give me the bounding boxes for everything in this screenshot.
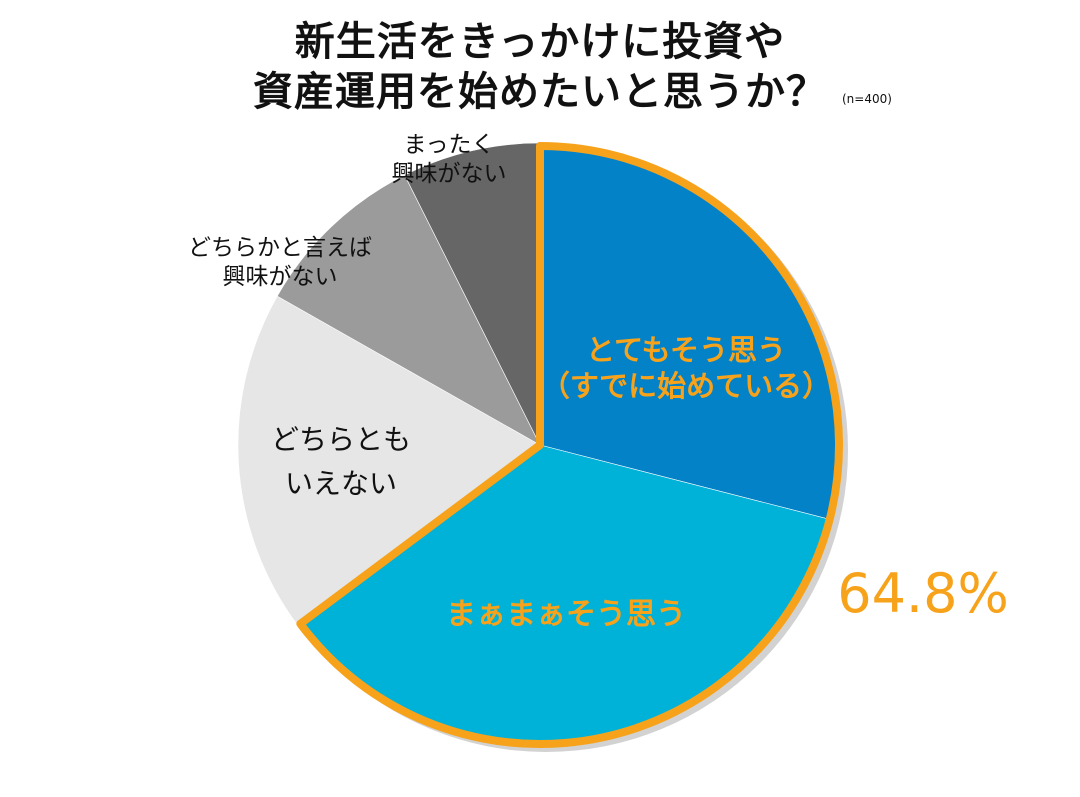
slice-somewhat-uninterested xyxy=(276,174,541,446)
slice-label-somewhat-uninterested-line1: どちらかと言えば xyxy=(188,235,372,261)
slice-neutral xyxy=(237,295,541,626)
slice-label-very-much-line2: （すでに始めている） xyxy=(541,369,831,403)
slice-label-somewhat: まぁまぁそう思う xyxy=(446,597,686,632)
slice-label-somewhat-uninterested-line2: 興味がない xyxy=(223,264,338,290)
chart-title-line1: 新生活をきっかけに投資や xyxy=(295,19,785,65)
slice-label-not-interested-line1: まったく xyxy=(403,132,494,158)
pie-slices xyxy=(237,142,843,748)
slice-label-neutral-line1: どちらとも xyxy=(271,423,411,456)
slice-label-not-interested-line2: 興味がない xyxy=(392,161,507,187)
highlight-outline xyxy=(296,142,843,748)
highlight-total-label: 64.8% xyxy=(837,562,1009,625)
slice-not-interested xyxy=(404,142,541,446)
slice-label-very-much-line1: とてもそう思う xyxy=(586,333,786,367)
chart-title-line2: 資産運用を始めたいと思うか？ xyxy=(253,69,827,115)
sample-size-note: (n=400) xyxy=(842,92,892,106)
highlight-outline-group xyxy=(296,142,843,748)
slice-label-neutral-line2: いえない xyxy=(285,467,397,500)
